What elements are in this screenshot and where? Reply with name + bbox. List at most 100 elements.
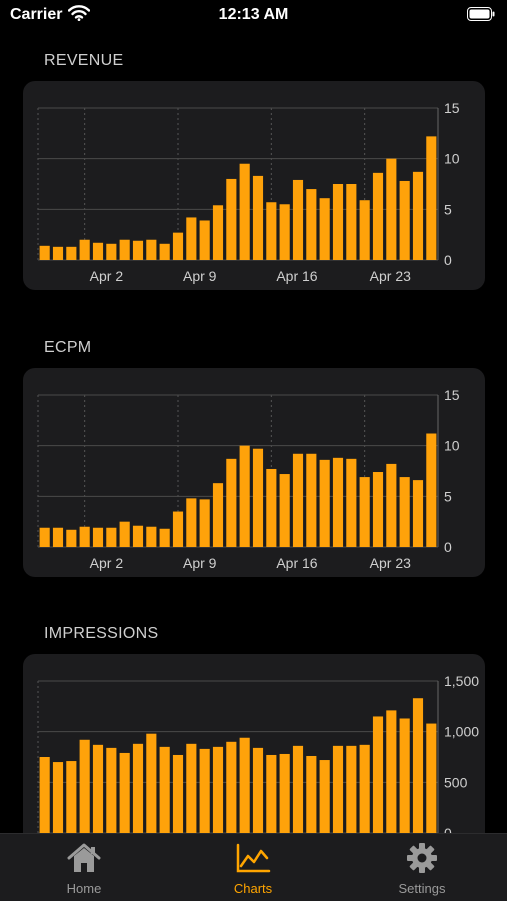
x-tick-label: Apr 9 xyxy=(183,268,217,284)
bar xyxy=(412,480,424,547)
y-tick-label: 0 xyxy=(444,252,452,268)
battery-icon xyxy=(467,7,495,26)
x-tick-label: Apr 2 xyxy=(90,555,124,571)
bar xyxy=(319,760,330,833)
bar xyxy=(212,205,224,260)
bar xyxy=(79,526,90,547)
bar xyxy=(159,243,170,260)
bar xyxy=(399,718,410,833)
bar xyxy=(172,232,184,260)
bar xyxy=(292,453,304,547)
bar xyxy=(159,746,170,833)
bar xyxy=(92,527,104,547)
bar xyxy=(172,754,184,833)
bar xyxy=(306,453,317,547)
gear-icon xyxy=(407,843,437,873)
bar xyxy=(412,171,424,260)
bar xyxy=(79,239,90,260)
bar xyxy=(399,477,410,547)
bar xyxy=(132,240,144,260)
bar xyxy=(319,459,330,547)
bar xyxy=(146,733,157,833)
bar xyxy=(239,737,250,833)
bar xyxy=(79,739,90,833)
bar xyxy=(119,521,130,547)
bar xyxy=(372,472,384,547)
bar xyxy=(306,189,317,260)
impressions-title: IMPRESSIONS xyxy=(44,625,159,642)
chart-line-icon xyxy=(236,843,271,873)
bar xyxy=(399,180,410,260)
revenue-title: REVENUE xyxy=(44,52,124,69)
bar xyxy=(39,245,50,260)
bar xyxy=(239,445,250,547)
bar xyxy=(252,448,264,547)
bar xyxy=(186,743,197,833)
y-tick-label: 15 xyxy=(444,100,460,116)
x-tick-label: Apr 16 xyxy=(276,268,317,284)
bar xyxy=(279,753,290,833)
wifi-icon xyxy=(67,5,91,26)
y-tick-label: 10 xyxy=(444,151,460,167)
bar xyxy=(226,741,237,833)
x-tick-label: Apr 23 xyxy=(370,555,411,571)
carrier-label: Carrier xyxy=(10,6,63,23)
y-tick-label: 1,000 xyxy=(444,724,479,740)
y-tick-label: 15 xyxy=(444,387,460,403)
bar xyxy=(66,246,77,260)
tab-charts[interactable]: Charts xyxy=(193,842,313,896)
bar xyxy=(199,499,210,547)
x-tick-label: Apr 9 xyxy=(183,555,217,571)
y-tick-label: 500 xyxy=(444,774,468,790)
bar xyxy=(346,745,357,833)
tab-home-label: Home xyxy=(66,881,102,896)
bar xyxy=(52,527,64,547)
bar xyxy=(226,178,237,260)
bar xyxy=(106,243,117,260)
bar xyxy=(212,746,224,833)
house-icon xyxy=(67,843,101,872)
bar xyxy=(146,239,157,260)
bar xyxy=(332,457,344,547)
status-bar: Carrier 12:13 AM xyxy=(0,0,507,30)
bar xyxy=(306,755,317,833)
bar xyxy=(412,698,424,833)
bar xyxy=(426,136,437,260)
y-tick-label: 1,500 xyxy=(444,673,479,689)
y-tick-label: 5 xyxy=(444,488,452,504)
bar xyxy=(106,747,117,833)
bar xyxy=(386,158,397,260)
bar xyxy=(172,511,184,547)
tab-settings-label: Settings xyxy=(398,881,446,896)
bar xyxy=(346,184,357,260)
bar xyxy=(266,754,277,833)
bar xyxy=(279,474,290,547)
bar xyxy=(372,172,384,260)
ecpm-chart: 0 5 10 15 Apr 2 Apr 9 Apr 16 Apr 23 xyxy=(37,387,460,571)
x-tick-label: Apr 2 xyxy=(90,268,124,284)
bar xyxy=(239,163,250,260)
tab-home[interactable]: Home xyxy=(24,842,144,896)
bar xyxy=(332,745,344,833)
bar xyxy=(92,744,104,833)
bar xyxy=(292,745,304,833)
bar xyxy=(346,458,357,547)
tab-bar: Home Charts Settings xyxy=(0,833,507,901)
bar xyxy=(359,200,370,260)
bar xyxy=(132,525,144,547)
bar xyxy=(252,747,264,833)
bar xyxy=(319,198,330,260)
bar xyxy=(199,220,210,260)
ecpm-chart-card: 0 5 10 15 Apr 2 Apr 9 Apr 16 Apr 23 xyxy=(23,368,485,577)
x-tick-label: Apr 16 xyxy=(276,555,317,571)
bar xyxy=(266,468,277,547)
bar xyxy=(186,498,197,547)
bar xyxy=(226,458,237,547)
tab-settings[interactable]: Settings xyxy=(362,842,482,896)
bar xyxy=(186,217,197,260)
bar xyxy=(199,748,210,833)
bar xyxy=(359,744,370,833)
bar xyxy=(119,752,130,833)
